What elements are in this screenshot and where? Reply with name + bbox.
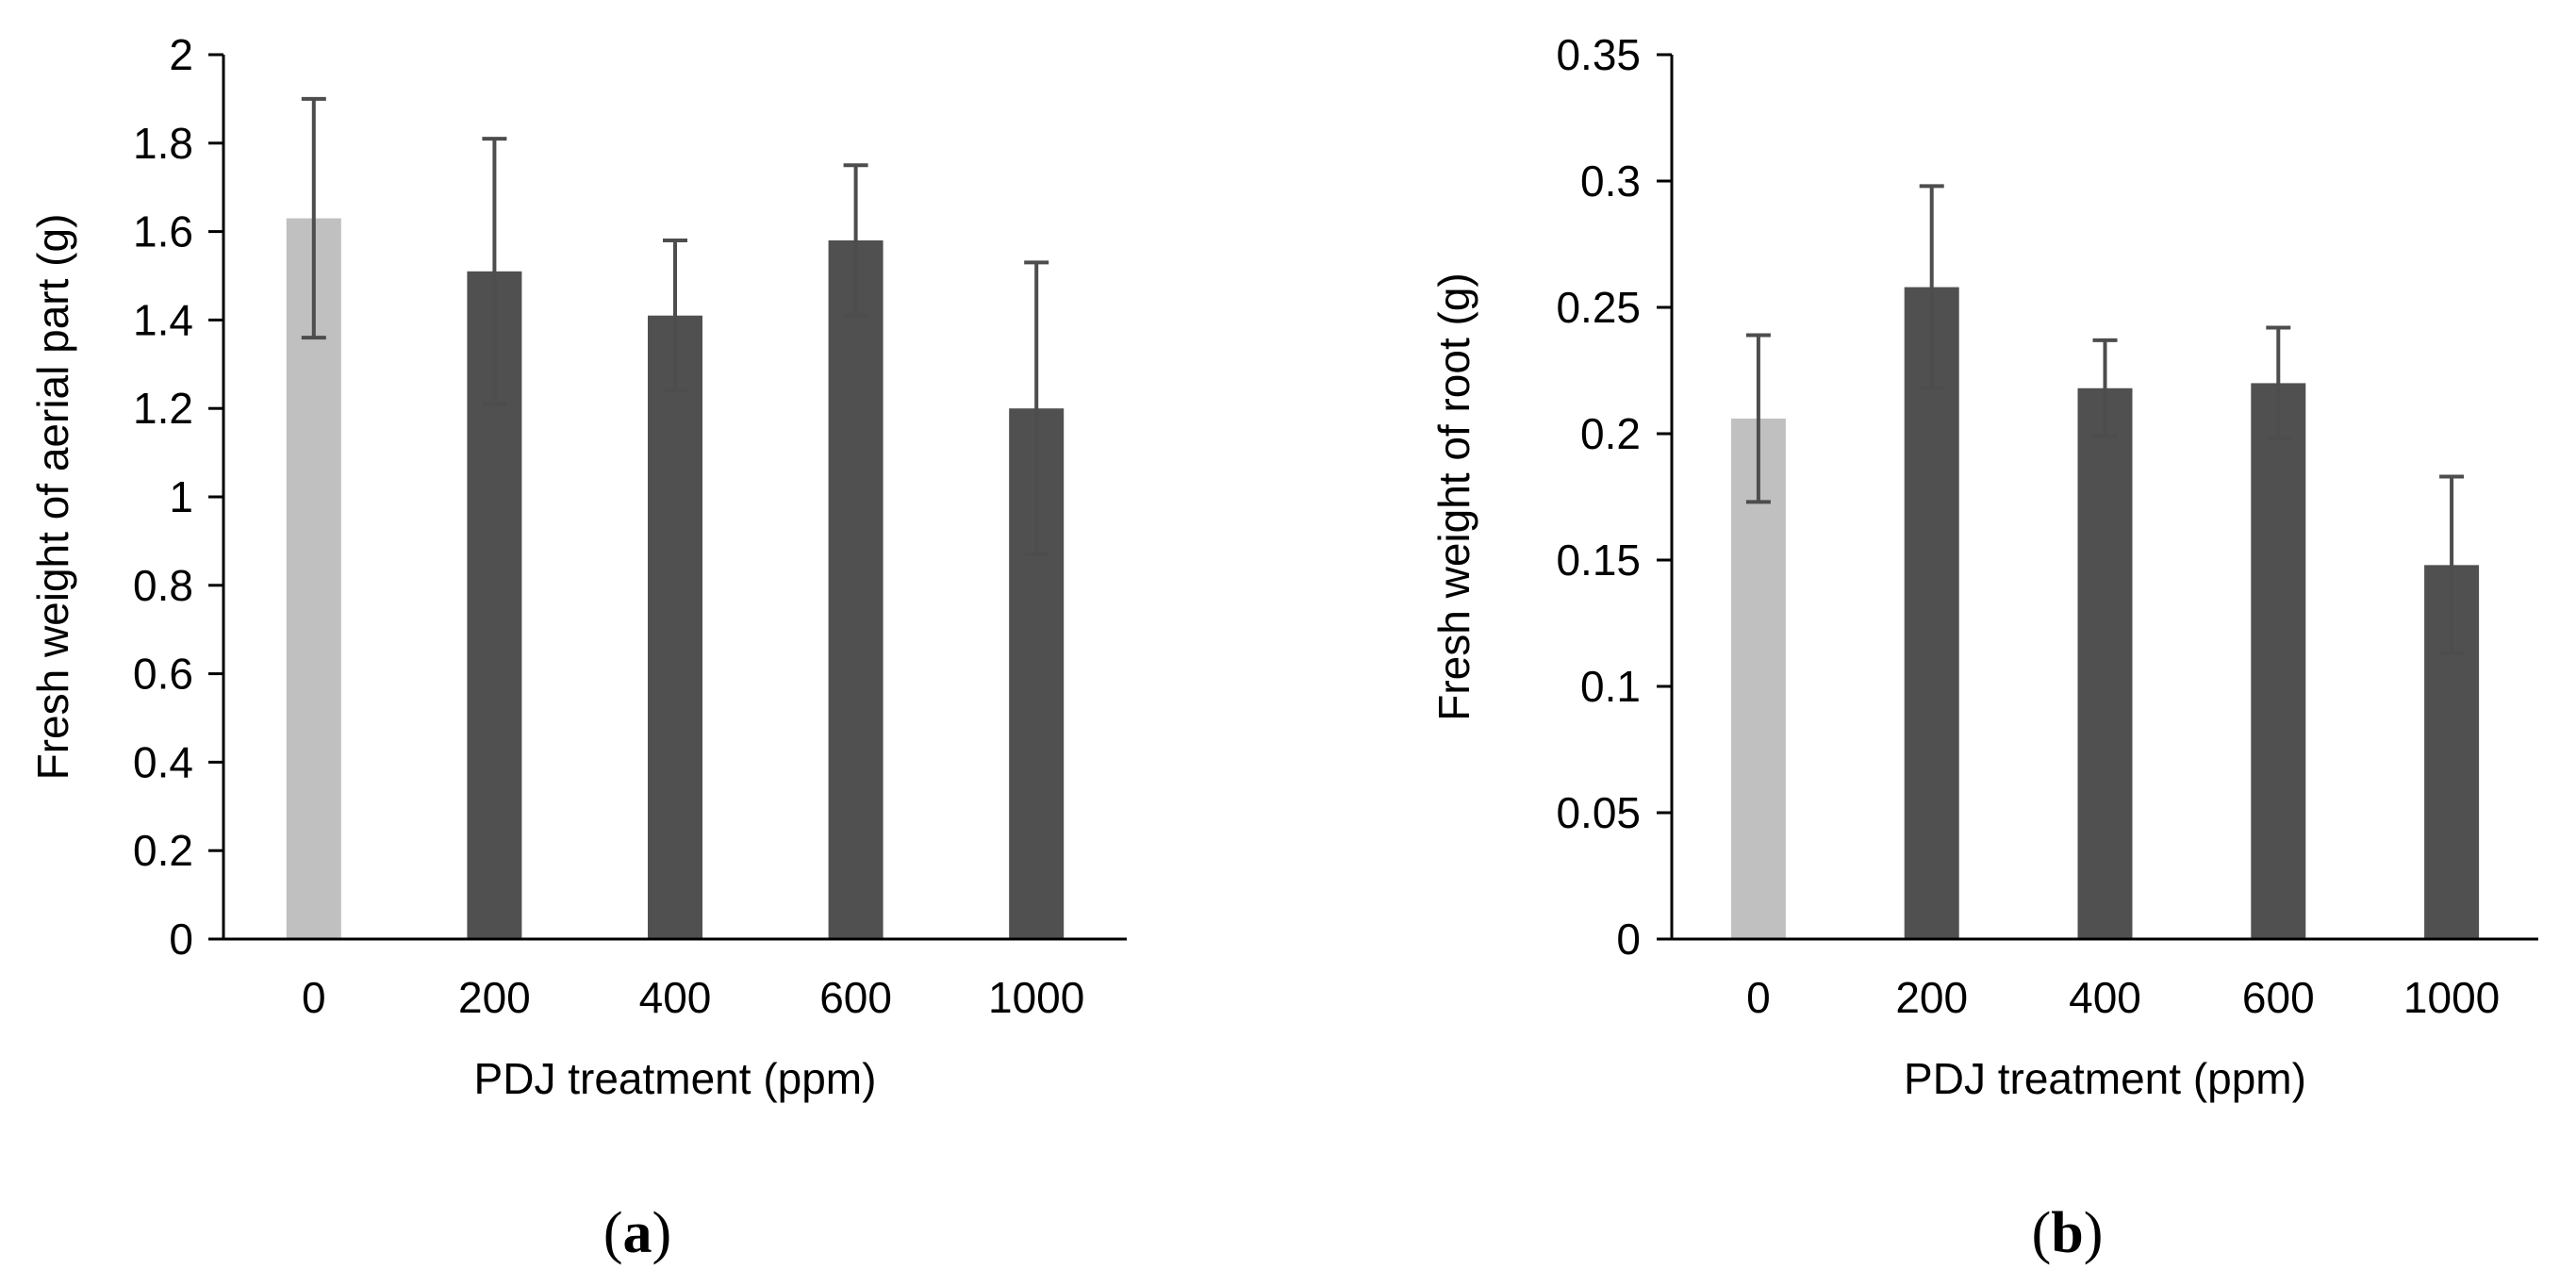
x-tick-label: 0 <box>302 973 326 1022</box>
y-tick-label: 0.8 <box>133 561 193 610</box>
y-tick-label: 0.4 <box>133 737 193 786</box>
y-tick-label: 0.1 <box>1580 662 1641 711</box>
y-axis-title: Fresh weight of aerial part (g) <box>28 214 77 781</box>
x-tick-label: 400 <box>2069 973 2141 1022</box>
y-tick-label: 1 <box>169 472 193 521</box>
error-bar-400 <box>2092 338 2118 438</box>
panel-label: (b) <box>2032 1201 2104 1265</box>
error-bar-600 <box>843 163 868 318</box>
y-tick-label: 0.2 <box>133 826 193 875</box>
x-tick-label: 0 <box>1746 973 1771 1022</box>
error-bar-600 <box>2266 325 2291 441</box>
bar-400 <box>648 315 702 940</box>
y-tick-label: 1.8 <box>133 119 193 168</box>
y-tick-label: 0 <box>1616 915 1641 964</box>
x-tick-label: 200 <box>1895 973 1968 1022</box>
y-tick-label: 0.25 <box>1556 283 1641 332</box>
y-tick-label: 0.6 <box>133 650 193 699</box>
y-tick-label: 0.05 <box>1556 788 1641 837</box>
y-tick-label: 0.2 <box>1580 409 1641 458</box>
x-axis-title: PDJ treatment (ppm) <box>474 1054 877 1103</box>
bar-600 <box>2251 383 2306 939</box>
y-tick-label: 0.3 <box>1580 157 1641 206</box>
y-tick-label: 1.4 <box>133 295 193 344</box>
error-bar-400 <box>663 238 687 393</box>
error-bar-200 <box>1919 184 1944 390</box>
x-tick-label: 1000 <box>2403 973 2500 1022</box>
bar-0 <box>1730 418 1786 939</box>
chart-panel-a: 0 0.2 0.4 0.6 0.8 1 1.2 1.4 1.6 1.8 2 0 200 400 600 100… <box>28 30 1127 1265</box>
x-tick-label: 600 <box>2242 973 2315 1022</box>
bar-400 <box>2077 387 2133 939</box>
y-tick-label: 0.15 <box>1556 536 1641 585</box>
bar-600 <box>828 239 883 940</box>
x-tick-label: 400 <box>639 973 712 1022</box>
y-tick-label: 0 <box>169 915 193 964</box>
error-bar-1000 <box>1024 260 1049 556</box>
x-tick-label: 1000 <box>988 973 1084 1022</box>
y-axis-title: Fresh weight of root (g) <box>1429 272 1478 721</box>
y-tick-label: 0.35 <box>1556 30 1641 79</box>
error-bar-1000 <box>2439 474 2465 656</box>
x-axis-title: PDJ treatment (ppm) <box>1904 1054 2306 1103</box>
x-tick-label: 200 <box>458 973 531 1022</box>
error-bar-200 <box>482 137 507 406</box>
chart-panel-b: 0 0.05 0.1 0.15 0.2 0.25 0.3 0.35 0 200 400 600 1000… <box>1429 30 2538 1265</box>
y-tick-label: 1.6 <box>133 207 193 256</box>
bar-200 <box>1904 287 1959 939</box>
y-tick-label: 1.2 <box>133 384 193 433</box>
x-tick-label: 600 <box>819 973 892 1022</box>
y-tick-label: 2 <box>169 30 193 79</box>
error-bar-0 <box>301 96 326 340</box>
panel-label: (a) <box>603 1201 671 1265</box>
error-bar-0 <box>1745 333 1771 504</box>
